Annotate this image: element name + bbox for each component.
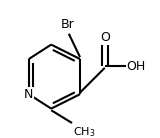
Text: N: N: [24, 88, 33, 101]
Text: OH: OH: [126, 60, 146, 73]
Text: CH$_3$: CH$_3$: [73, 125, 95, 138]
Text: O: O: [100, 31, 110, 44]
Text: Br: Br: [61, 18, 75, 30]
